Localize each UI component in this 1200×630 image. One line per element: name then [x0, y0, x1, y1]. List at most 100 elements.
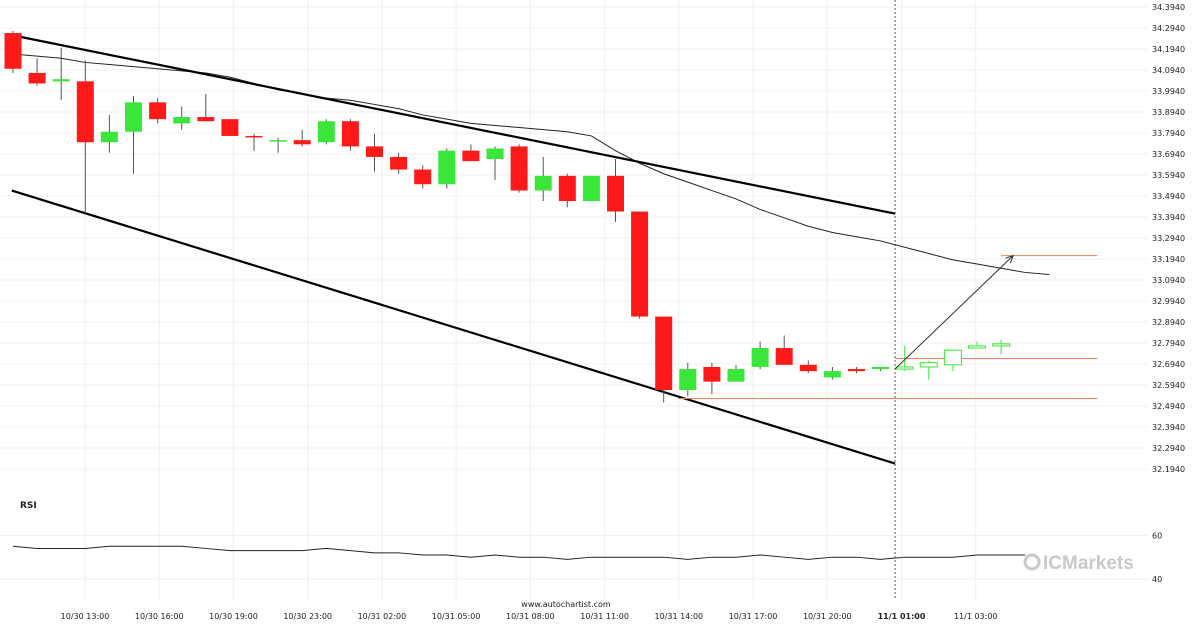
candle: [317, 119, 335, 145]
candle: [100, 114, 118, 153]
y-tick-label: 32.8940: [1152, 318, 1185, 327]
candle: [462, 144, 480, 162]
brand-logo: ICMarkets: [1023, 553, 1134, 574]
candle-body: [414, 169, 432, 185]
moving-average-line: [12, 53, 1050, 276]
candle: [414, 165, 432, 189]
rsi-panel: 60 40: [0, 531, 1162, 584]
candle-body: [582, 175, 600, 202]
forecast: [894, 254, 1014, 380]
y-tick-label: 33.4940: [1152, 192, 1185, 201]
x-tick-label: 10/31 08:00: [506, 612, 555, 621]
candle-body: [76, 81, 94, 143]
candle: [486, 146, 504, 181]
x-tick-label: 10/30 19:00: [209, 612, 258, 621]
forecast-candle-body: [992, 343, 1011, 347]
candle-body: [100, 131, 118, 143]
x-tick-label: 10/31 05:00: [432, 612, 481, 621]
candle-body: [848, 369, 865, 372]
candle-body: [799, 364, 817, 372]
rsi-tick-label: 60: [1152, 531, 1162, 540]
channel-upper-line: [11, 34, 896, 215]
candle: [558, 173, 576, 208]
y-tick-label: 32.2940: [1152, 444, 1185, 453]
source-label: www.autochartist.com: [521, 600, 611, 609]
candle-body: [462, 150, 480, 162]
forecast-candle: [919, 360, 938, 380]
x-tick-label: 10/31 11:00: [580, 612, 629, 621]
x-tick-label: 10/30 23:00: [283, 612, 332, 621]
moving-average: [12, 53, 1050, 276]
candle-body: [149, 102, 167, 120]
candle: [438, 148, 456, 189]
candle: [245, 133, 263, 151]
candle: [775, 335, 793, 365]
candle-body: [28, 72, 46, 84]
candle: [872, 366, 890, 372]
forecast-arrow-head: [1005, 254, 1014, 264]
x-tick-label: 11/1 03:00: [954, 612, 998, 621]
y-tick-label: 33.8940: [1152, 108, 1185, 117]
y-tick-label: 32.3940: [1152, 423, 1185, 432]
candle-body: [197, 117, 215, 122]
price-levels: [678, 255, 1098, 399]
rsi-line: [12, 545, 1026, 560]
x-axis-labels: 10/30 13:00 10/30 16:00 10/30 19:00 10/30 2…: [61, 612, 998, 621]
x-tick-label: 10/30 16:00: [135, 612, 184, 621]
candle-body: [438, 150, 456, 185]
x-tick-label: 10/31 14:00: [654, 612, 703, 621]
candle-body: [4, 33, 22, 69]
y-tick-label: 34.3940: [1152, 3, 1185, 12]
x-tick-label: 10/31 20:00: [803, 612, 852, 621]
candle-body: [366, 146, 383, 157]
y-tick-label: 32.4940: [1152, 402, 1185, 411]
candle: [4, 30, 22, 73]
candle-body: [534, 175, 552, 191]
channel-lower-line: [11, 189, 896, 465]
candle-body: [317, 121, 335, 143]
candle-body: [703, 366, 721, 382]
candle: [76, 60, 94, 214]
candle-body: [655, 316, 673, 391]
trend-channel: [11, 34, 896, 465]
candle: [655, 316, 673, 403]
y-tick-label: 32.7940: [1152, 339, 1185, 348]
candle: [173, 106, 191, 130]
y-tick-label: 33.2940: [1152, 234, 1185, 243]
y-tick-label: 32.1940: [1152, 465, 1185, 474]
candle: [149, 98, 167, 124]
rsi-tick-label: 40: [1152, 575, 1162, 584]
forecast-candle-body: [895, 366, 914, 370]
candle-body: [510, 146, 528, 191]
candle-body: [293, 140, 311, 145]
forecast-candle-body: [919, 362, 938, 368]
grid: [0, 0, 1148, 600]
candle: [679, 362, 697, 397]
candle-body: [486, 148, 504, 160]
candle: [221, 119, 239, 136]
candle: [631, 211, 649, 319]
rsi-label: RSI: [20, 501, 37, 511]
candle: [269, 138, 287, 153]
candle: [751, 341, 769, 370]
candle-body: [221, 119, 239, 136]
y-tick-label: 34.1940: [1152, 45, 1185, 54]
candle-body: [558, 175, 576, 202]
y-tick-label: 32.5940: [1152, 381, 1185, 390]
y-tick-label: 33.5940: [1152, 171, 1185, 180]
candle-body: [727, 369, 745, 382]
candle-body: [390, 156, 408, 170]
forecast-arrow-line: [894, 255, 1014, 370]
y-tick-label: 34.0940: [1152, 66, 1185, 75]
y-axis-labels: 34.3940 34.2940 34.1940 34.0940 33.9940 33.89…: [1152, 3, 1185, 474]
candle: [727, 364, 745, 382]
candle: [582, 175, 600, 202]
candle-body: [125, 102, 142, 132]
candle: [197, 93, 215, 122]
forecast-candle: [992, 339, 1011, 355]
forecast-candle-body: [968, 345, 986, 349]
candle-body: [823, 371, 841, 378]
y-tick-label: 34.2940: [1152, 24, 1185, 33]
x-tick-label: 11/1 01:00: [878, 612, 926, 621]
